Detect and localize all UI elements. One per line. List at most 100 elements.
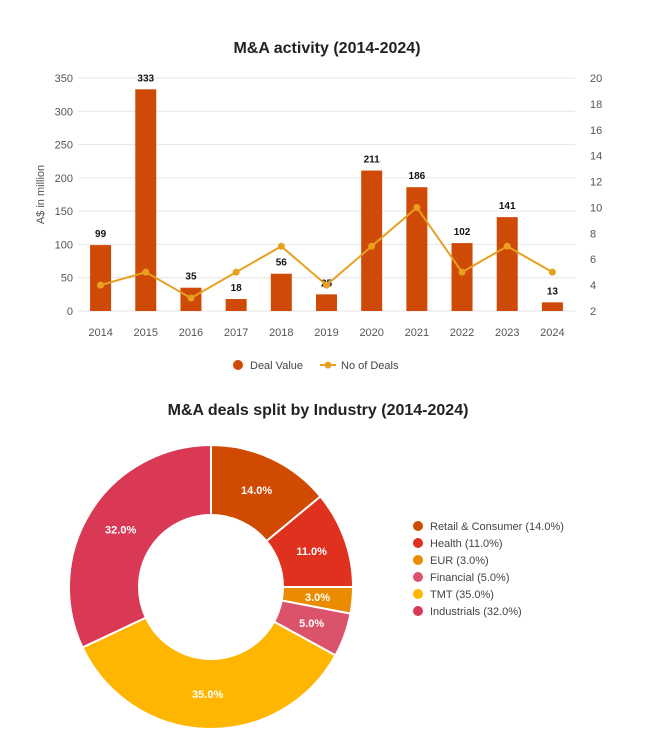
- legend-label: TMT (35.0%): [430, 589, 494, 601]
- line-point: [277, 242, 285, 250]
- y-axis-label: A$ in million: [35, 165, 47, 224]
- legend-marker: [413, 538, 423, 548]
- legend-label: Retail & Consumer (14.0%): [430, 521, 564, 533]
- bar-chart-legend: Deal Value No of Deals: [233, 360, 399, 372]
- y2-tick-label: 10: [590, 202, 602, 214]
- donut-slice: [81, 616, 337, 730]
- x-tick-label: 2022: [450, 327, 474, 339]
- bar: [316, 294, 337, 311]
- y2-tick-label: 6: [590, 254, 596, 266]
- donut-slice-label: 11.0%: [296, 546, 327, 558]
- bar-data-label: 99: [95, 229, 107, 240]
- bar-data-label: 56: [276, 258, 288, 269]
- legend-marker: [413, 555, 423, 565]
- bar-data-label: 186: [409, 171, 426, 182]
- donut-slice-labels: 14.0% 11.0% 3.0% 5.0% 35.0% 32.0%: [105, 485, 330, 701]
- y2-tick-label: 2: [590, 306, 596, 318]
- bar-series: 993333518562521118610214113: [90, 73, 563, 312]
- y2-tick-label: 16: [590, 125, 602, 137]
- y-tick-label: 150: [55, 206, 73, 218]
- legend-label: Industrials (32.0%): [430, 606, 522, 618]
- legend-label: Health (11.0%): [430, 538, 503, 550]
- legend-marker: [413, 606, 423, 616]
- legend-marker: [413, 572, 423, 582]
- legend-label-deal-value: Deal Value: [250, 360, 303, 372]
- x-tick-label: 2023: [495, 327, 519, 339]
- bar: [225, 299, 247, 311]
- bar-data-label: 102: [454, 227, 471, 238]
- donut-slice-label: 5.0%: [299, 618, 324, 630]
- y2-tick-label: 4: [590, 280, 596, 292]
- y2-tick-label: 12: [590, 177, 602, 189]
- bar: [451, 243, 473, 311]
- left-axis-ticks: 0 50 100 150 200 250 300 350: [55, 73, 73, 318]
- line-point: [413, 203, 421, 211]
- y2-tick-label: 18: [590, 99, 602, 111]
- donut-slice-label: 3.0%: [305, 592, 330, 604]
- bar: [541, 302, 563, 311]
- legend-marker: [413, 589, 423, 599]
- x-tick-label: 2015: [134, 327, 158, 339]
- bar-data-label: 13: [547, 286, 559, 297]
- line-point: [458, 268, 466, 276]
- x-tick-label: 2019: [314, 327, 338, 339]
- x-tick-label: 2017: [224, 327, 248, 339]
- donut-chart-title: M&A deals split by Industry (2014-2024): [168, 402, 469, 419]
- bar-chart-title: M&A activity (2014-2024): [233, 40, 420, 57]
- y2-tick-label: 20: [590, 73, 602, 85]
- line-point: [503, 242, 511, 250]
- x-tick-label: 2018: [269, 327, 293, 339]
- x-tick-label: 2021: [405, 327, 429, 339]
- legend-marker-no-of-deals: [324, 361, 332, 369]
- y-tick-label: 300: [55, 106, 73, 118]
- x-tick-label: 2020: [359, 327, 383, 339]
- line-point: [187, 294, 195, 302]
- donut-slice-label: 32.0%: [105, 525, 136, 537]
- y-tick-label: 350: [55, 73, 73, 85]
- bar: [361, 170, 383, 311]
- line-point: [548, 268, 556, 276]
- y-tick-label: 250: [55, 140, 73, 152]
- y-tick-label: 200: [55, 173, 73, 185]
- donut-chart: M&A deals split by Industry (2014-2024) …: [68, 402, 564, 730]
- x-tick-label: 2014: [88, 327, 112, 339]
- x-tick-label: 2024: [540, 327, 564, 339]
- donut-slice: [68, 443, 212, 649]
- x-tick-label: 2016: [179, 327, 203, 339]
- y-tick-label: 100: [55, 239, 73, 251]
- bar-data-label: 35: [185, 272, 197, 283]
- bar-data-label: 211: [364, 155, 381, 166]
- bar: [90, 245, 112, 311]
- bar: [270, 273, 292, 311]
- y-tick-label: 50: [61, 273, 73, 285]
- y2-tick-label: 14: [590, 151, 602, 163]
- line-point: [142, 268, 150, 276]
- legend-label: Financial (5.0%): [430, 572, 509, 584]
- bar: [135, 89, 157, 312]
- donut-slices: [68, 443, 355, 730]
- legend-marker-deal-value: [233, 360, 243, 370]
- donut-legend: Retail & Consumer (14.0%) Health (11.0%) E…: [413, 521, 564, 618]
- legend-marker: [413, 521, 423, 531]
- bar-line-chart: M&A activity (2014-2024) A$ in million 0…: [35, 40, 602, 372]
- bar: [496, 217, 518, 311]
- legend-label: EUR (3.0%): [430, 555, 489, 567]
- line-point: [323, 281, 330, 289]
- bar-data-label: 141: [499, 201, 516, 212]
- gridlines: [78, 77, 575, 312]
- donut-slice-label: 35.0%: [192, 689, 223, 701]
- bar-data-label: 333: [137, 73, 154, 84]
- bar-data-label: 18: [231, 283, 243, 294]
- x-axis-ticks: 2014 2015 2016 2017 2018 2019 2020 2021 2022 2023…: [88, 327, 564, 339]
- right-axis-ticks: 2 4 6 8 10 12 14 16 18 20: [590, 73, 602, 318]
- bar: [406, 187, 428, 311]
- line-point: [232, 268, 240, 276]
- y-tick-label: 0: [67, 306, 73, 318]
- line-point: [368, 242, 376, 250]
- legend-label-no-of-deals: No of Deals: [341, 360, 399, 372]
- donut-slice-label: 14.0%: [241, 485, 272, 497]
- line-series: [97, 203, 556, 302]
- line-point: [97, 281, 105, 289]
- y2-tick-label: 8: [590, 228, 596, 240]
